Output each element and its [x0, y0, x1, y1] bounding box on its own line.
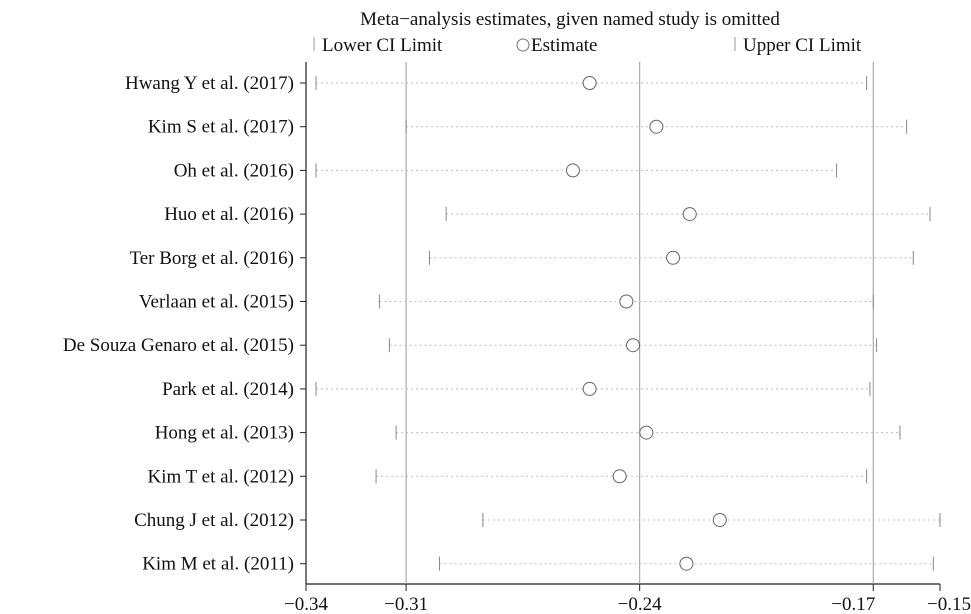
estimate-point	[679, 556, 694, 571]
study-label: Hong et al. (2013)	[155, 423, 294, 444]
study-label: Kim M et al. (2011)	[142, 554, 294, 575]
estimate-point	[712, 513, 727, 527]
estimate-point	[565, 163, 580, 178]
estimate-point	[639, 425, 654, 440]
x-tick-label: −0.34	[284, 594, 328, 614]
chart-title: Meta−analysis estimates, given named stu…	[360, 9, 780, 30]
legend-upper-label: Upper CI Limit	[743, 35, 862, 56]
x-tick-label: −0.31	[384, 594, 428, 614]
study-label: Verlaan et al. (2015)	[139, 292, 294, 313]
legend-estimate-label: Estimate	[531, 35, 597, 56]
estimate-point	[612, 469, 627, 484]
estimate-point	[666, 250, 681, 265]
study-label: Chung J et al. (2012)	[134, 510, 294, 531]
study-label: De Souza Genaro et al. (2015)	[63, 335, 294, 356]
study-label: Huo et al. (2016)	[164, 204, 294, 225]
estimate-point	[682, 207, 697, 222]
legend-estimate-marker	[516, 38, 530, 52]
study-label: Ter Borg et al. (2016)	[129, 248, 294, 269]
legend-lower-label: Lower CI Limit	[322, 35, 443, 56]
estimate-point	[626, 338, 641, 353]
estimate-point	[619, 294, 634, 309]
x-tick-label: −0.17	[831, 594, 875, 614]
plot-area: −0.34 −0.31 −0.24 −0.17 −0.15 Hwang Y et al. …	[63, 62, 971, 614]
estimate-point	[582, 381, 597, 396]
study-label: Oh et al. (2016)	[174, 160, 294, 181]
legend: Lower CI Limit Estimate Upper CI Limit	[313, 35, 862, 56]
estimate-point	[649, 119, 664, 134]
x-tick-label: −0.15	[927, 594, 971, 614]
study-label: Kim S et al. (2017)	[148, 117, 294, 138]
study-label: Hwang Y et al. (2017)	[125, 73, 294, 94]
estimate-point	[582, 76, 597, 90]
x-tick-label: −0.24	[618, 594, 662, 614]
study-label: Kim T et al. (2012)	[147, 466, 294, 487]
study-label: Park et al. (2014)	[162, 379, 294, 400]
